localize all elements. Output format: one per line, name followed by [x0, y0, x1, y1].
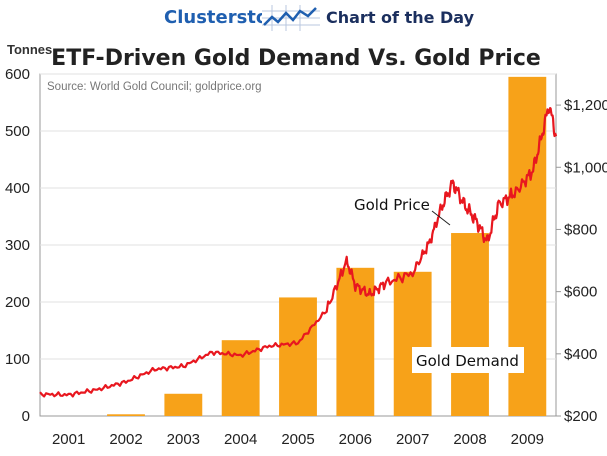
y2-tick-800: $800 [564, 221, 597, 238]
y-tick-200: 200 [5, 294, 30, 311]
chart-title: ETF-Driven Gold Demand Vs. Gold Price [51, 46, 541, 71]
y2-tick-400: $400 [564, 346, 597, 363]
chart-of-the-day-label: Chart of the Day [326, 8, 475, 27]
bar-series [107, 76, 547, 416]
source-note: Source: World Gold Council; goldprice.or… [47, 81, 262, 93]
x-tick-2008: 2008 [453, 431, 486, 448]
y2-tick-600: $600 [564, 284, 597, 301]
left-axis-ticks: 0 100 200 300 400 500 600 [5, 66, 30, 425]
x-tick-2006: 2006 [339, 431, 372, 448]
y2-tick-1200: $1,200 [564, 97, 607, 114]
annotation-gold-demand: Gold Demand [416, 352, 519, 370]
y-tick-500: 500 [5, 123, 30, 140]
x-tick-2003: 2003 [167, 431, 200, 448]
rising-chart-icon [262, 5, 320, 31]
x-tick-2001: 2001 [52, 431, 85, 448]
bar-2007 [393, 271, 432, 416]
site-banner: Clusterstock Chart of the Day [0, 0, 607, 36]
y-tick-600: 600 [5, 66, 30, 83]
brand-name[interactable]: Clusterstock [164, 7, 291, 28]
bar-2003 [164, 393, 203, 416]
y2-tick-200: $200 [564, 408, 597, 425]
right-axis-ticks: $200 $400 $600 $800 $1,000 $1,200 [556, 97, 607, 425]
y-tick-400: 400 [5, 180, 30, 197]
annotation-gold-price: Gold Price [354, 196, 430, 214]
y-tick-0: 0 [22, 408, 30, 425]
y2-tick-1000: $1,000 [564, 159, 607, 176]
y-axis-label: Tonnes [7, 42, 52, 57]
bar-2002 [107, 414, 145, 416]
gold-price-line [39, 106, 558, 398]
bar-2008 [451, 233, 489, 416]
x-tick-2005: 2005 [281, 431, 314, 448]
x-tick-2009: 2009 [511, 431, 544, 448]
x-tick-2004: 2004 [224, 431, 257, 448]
x-axis-ticks: 2001 2002 2003 2004 2005 2006 2007 2008 2009 [52, 431, 544, 448]
line-series [39, 106, 558, 398]
bar-2005 [279, 297, 317, 416]
y-tick-300: 300 [5, 237, 30, 254]
x-tick-2007: 2007 [396, 431, 429, 448]
y-tick-100: 100 [5, 351, 30, 368]
price-annotation-pointer [431, 210, 451, 226]
x-tick-2002: 2002 [109, 431, 142, 448]
annotation-gold-demand-bg [412, 347, 524, 373]
